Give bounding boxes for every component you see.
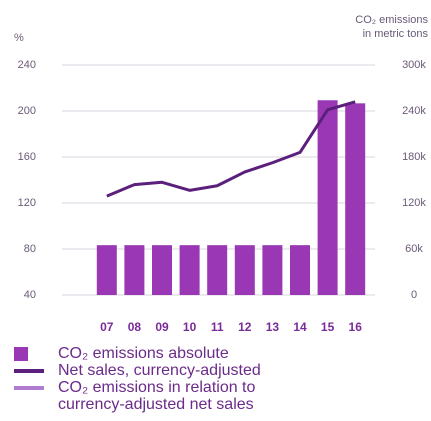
legend-item: Net sales, currency-adjusted: [14, 362, 314, 379]
legend-label: Net sales, currency-adjusted: [58, 362, 261, 379]
y-tick-label: 160: [18, 151, 36, 163]
legend-item: CO₂ emissions in relation to currency-ad…: [14, 379, 314, 413]
x-tick-label: 09: [155, 320, 169, 334]
x-tick-label: 08: [128, 320, 142, 334]
x-tick-label: 10: [183, 320, 197, 334]
legend-item: CO₂ emissions absolute: [14, 345, 314, 362]
bar: [317, 100, 338, 296]
x-tick-label: 12: [238, 320, 252, 334]
y-axis-title: %: [14, 32, 24, 44]
y2-tick-label: 180k: [402, 151, 426, 163]
y2-tick-label: 300k: [402, 59, 426, 71]
bar: [179, 245, 200, 295]
legend: CO₂ emissions absolute Net sales, currenc…: [14, 345, 314, 413]
x-tick-label: 15: [321, 320, 335, 334]
legend-label: CO₂ emissions in relation to currency-ad…: [58, 379, 256, 413]
y2-tick-label: 120k: [402, 197, 426, 209]
bar: [124, 245, 145, 295]
y2-tick-label: 240k: [402, 105, 426, 117]
line: [106, 100, 356, 198]
y2-axis-title: CO₂ emissions in metric tons: [355, 14, 428, 40]
legend-swatch: [14, 369, 44, 373]
y-tick-label: 80: [24, 243, 36, 255]
bar: [152, 245, 172, 295]
bar: [96, 245, 117, 295]
bar: [345, 103, 366, 295]
x-tick-label: 16: [349, 320, 363, 334]
bar: [207, 245, 228, 295]
chart: % 40 80 120 160 200 240 0 60k 120k 180k 240k 300k 07…: [14, 32, 426, 334]
x-tick-label: 14: [293, 320, 307, 334]
x-tick-label: 07: [100, 320, 114, 334]
y-tick-label: 120: [18, 197, 36, 209]
bar: [234, 245, 255, 295]
bar: [262, 245, 283, 295]
y-tick-label: 200: [18, 105, 36, 117]
legend-swatch: [14, 386, 44, 390]
x-tick-label: 11: [211, 320, 224, 334]
y-tick-label: 40: [24, 289, 36, 301]
legend-label: CO₂ emissions absolute: [58, 345, 229, 362]
bar: [290, 245, 310, 295]
y2-tick-label: 0: [411, 289, 417, 301]
x-tick-label: 13: [266, 320, 280, 334]
y-tick-label: 240: [18, 59, 36, 71]
legend-swatch: [14, 347, 28, 361]
y2-tick-label: 60k: [405, 243, 423, 255]
